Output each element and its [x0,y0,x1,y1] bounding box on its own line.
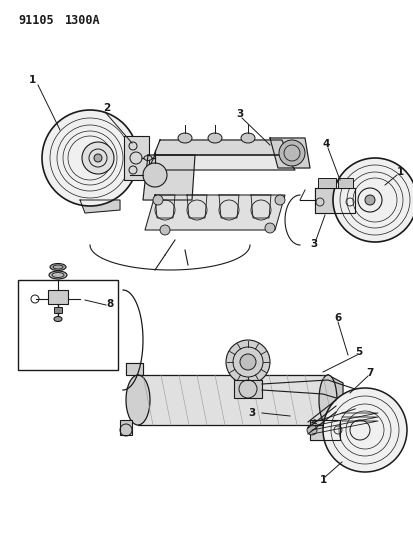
Ellipse shape [207,133,221,143]
Circle shape [42,110,138,206]
Bar [120,420,132,435]
Ellipse shape [50,263,66,271]
Text: 3: 3 [248,408,255,418]
Ellipse shape [178,133,192,143]
Ellipse shape [126,375,150,425]
Polygon shape [187,195,206,218]
Bar [233,380,261,398]
Polygon shape [154,140,287,155]
Polygon shape [126,363,142,375]
Ellipse shape [49,271,67,279]
Ellipse shape [144,156,152,160]
Text: 1300A: 1300A [65,14,100,27]
Circle shape [322,388,406,472]
Circle shape [264,223,274,233]
Text: 3: 3 [236,109,243,119]
Circle shape [225,340,269,384]
Bar [317,178,335,188]
Polygon shape [250,195,271,218]
Text: 1: 1 [318,475,326,485]
Bar [337,178,352,188]
Bar [48,290,68,304]
Circle shape [82,142,114,174]
Text: 3: 3 [310,239,317,249]
Ellipse shape [240,133,254,143]
Text: 1: 1 [395,167,403,177]
Bar [54,307,62,313]
Circle shape [306,425,316,435]
Text: 2: 2 [103,103,110,113]
Circle shape [364,195,374,205]
Text: 91105: 91105 [18,14,54,27]
Text: 6: 6 [334,313,341,323]
Circle shape [153,195,163,205]
Circle shape [240,354,255,370]
Text: 5: 5 [354,347,362,357]
Polygon shape [327,375,342,433]
Bar [18,280,118,370]
Ellipse shape [54,317,62,321]
Text: 4: 4 [322,139,329,149]
Polygon shape [147,155,294,170]
Polygon shape [314,188,354,213]
Text: 7: 7 [366,368,373,378]
Bar [124,136,149,180]
Ellipse shape [318,375,336,425]
Circle shape [94,154,102,162]
Circle shape [142,163,166,187]
Polygon shape [142,155,195,200]
Circle shape [332,158,413,242]
Polygon shape [154,195,175,218]
Polygon shape [145,195,284,230]
Polygon shape [309,420,339,440]
Polygon shape [218,195,238,218]
Circle shape [278,140,304,166]
Polygon shape [138,375,327,425]
Polygon shape [269,138,309,168]
Text: 1: 1 [28,75,36,85]
Circle shape [274,195,284,205]
Circle shape [159,225,170,235]
Text: 8: 8 [106,299,113,309]
Polygon shape [80,200,120,213]
